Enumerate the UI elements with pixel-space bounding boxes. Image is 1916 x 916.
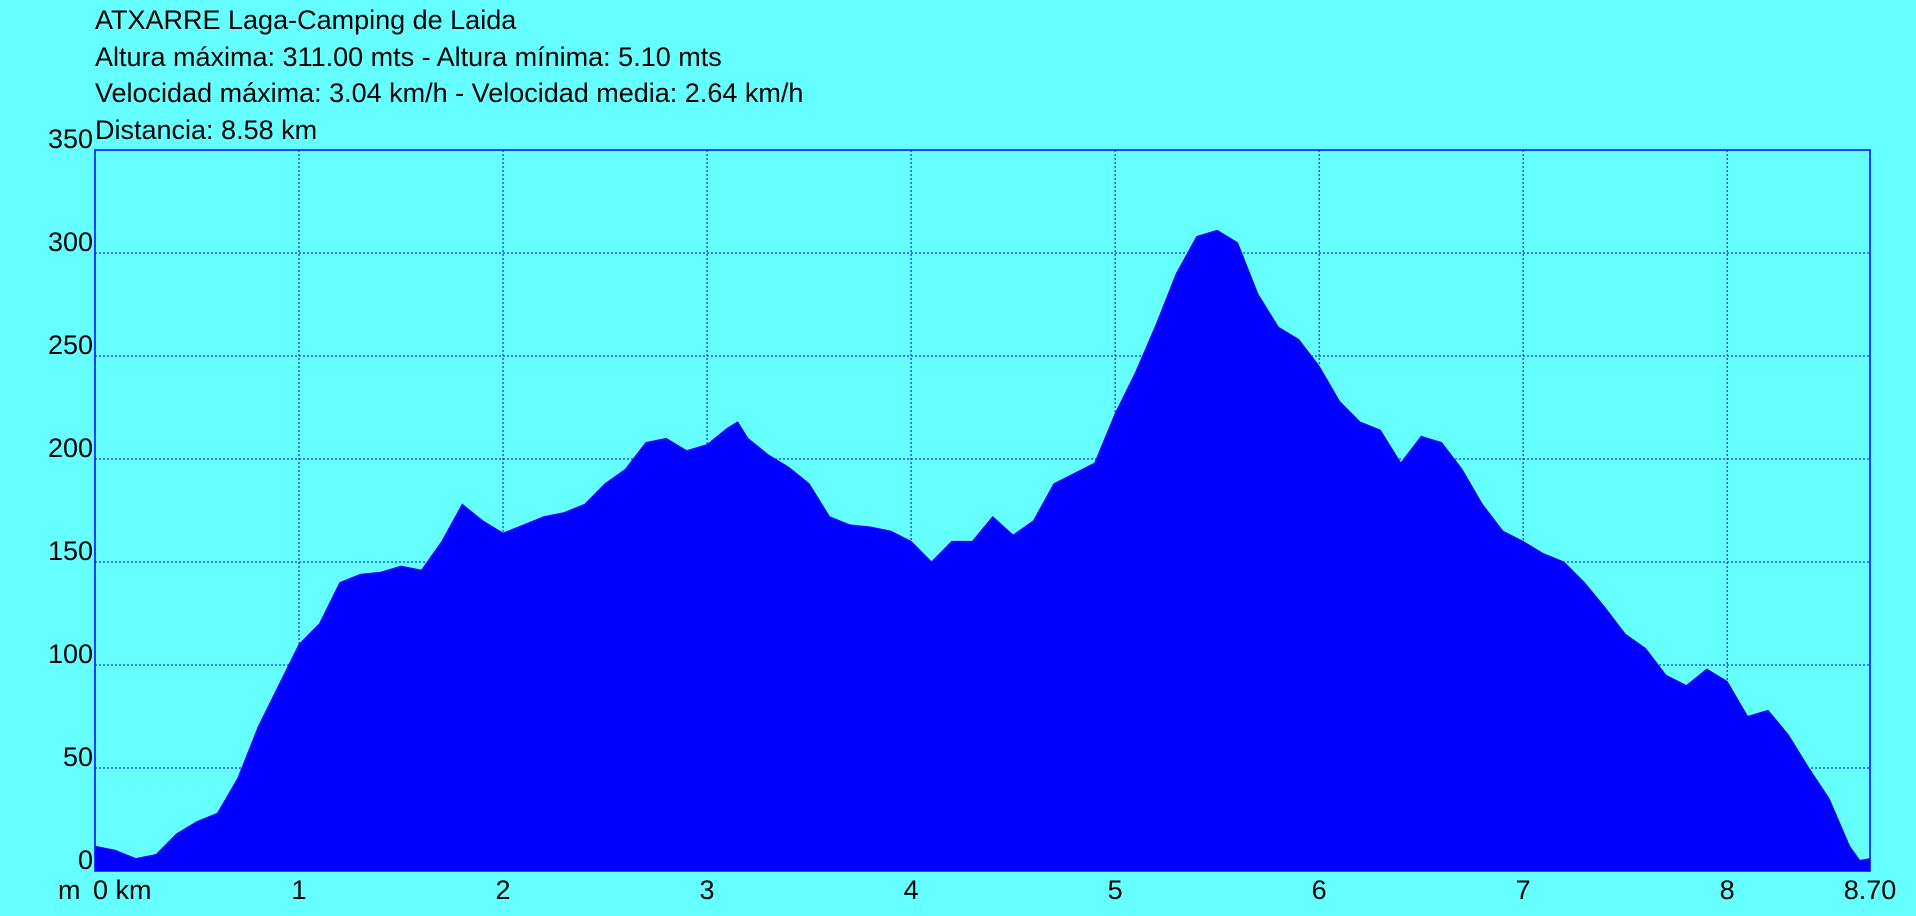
elevation-area [94,229,1871,872]
x-tick-label: 6 [1312,875,1327,905]
chart-subtitle: Altura máxima: 311.00 mts - Altura mínim… [95,42,722,72]
chart-subtitle: Velocidad máxima: 3.04 km/h - Velocidad … [95,78,803,108]
y-tick-label: 300 [48,227,93,257]
y-tick-label: 0 [78,845,93,875]
y-axis-label: m [58,875,81,905]
x-tick-label: 2 [496,875,511,905]
y-tick-label: 100 [48,639,93,669]
y-tick-label: 150 [48,536,93,566]
x-tick-label: 8 [1720,875,1735,905]
x-tick-label: 4 [904,875,919,905]
x-tick-label: 0 km [93,875,152,905]
x-tick-label: 5 [1108,875,1123,905]
x-tick-label: 1 [292,875,307,905]
x-tick-label: 3 [700,875,715,905]
x-tick-label: 7 [1516,875,1531,905]
y-tick-label: 200 [48,433,93,463]
y-tick-label: 350 [48,124,93,154]
chart-title: ATXARRE Laga-Camping de Laida [95,5,517,35]
y-tick-label: 50 [63,742,93,772]
chart-subtitle: Distancia: 8.58 km [95,115,317,145]
x-tick-label: 8.70 [1844,875,1897,905]
y-tick-label: 250 [48,330,93,360]
plot-border [94,149,1871,872]
